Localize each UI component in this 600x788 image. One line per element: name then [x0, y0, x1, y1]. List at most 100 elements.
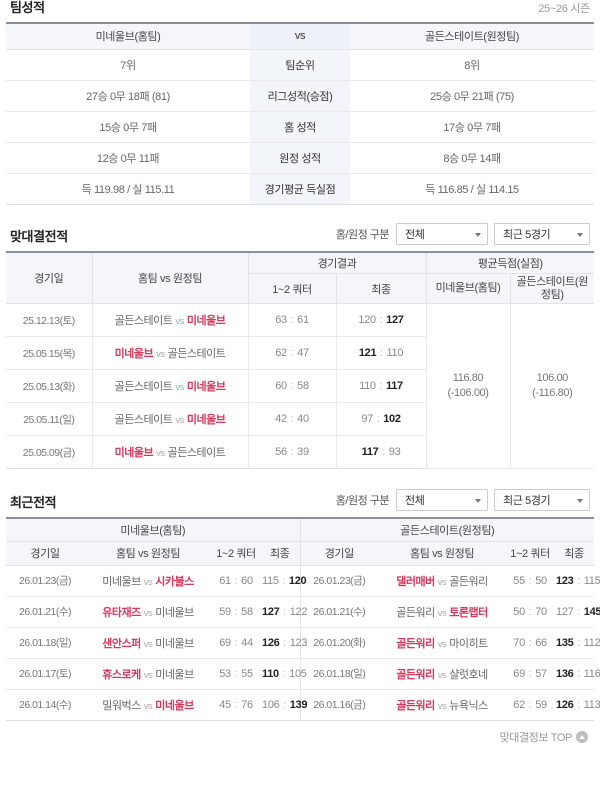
- table-row[interactable]: 25.05.09(금) 미네울브 vs 골든스테이트 56 : 39 117 : 93: [6, 435, 594, 469]
- quarter-score-cell: 53 : 55: [212, 658, 260, 690]
- match-date: 26.01.23(금): [6, 565, 84, 597]
- score-separator: :: [525, 605, 535, 618]
- vs-label: vs: [143, 607, 153, 619]
- score-separator: :: [287, 413, 297, 425]
- table-row[interactable]: 25.12.13(토) 골든스테이트 vs 미네울브 63 : 61 120 : 127 1…: [6, 303, 595, 469]
- score-separator: :: [231, 667, 241, 680]
- header-final-left: 최종: [260, 541, 301, 566]
- match-date: 26.01.16(금): [299, 689, 379, 721]
- h2h-filter-label: 홈/원정 구분: [335, 228, 390, 241]
- table-row: 7위 팀순위 8위: [6, 49, 594, 81]
- vs-label: vs: [437, 607, 447, 619]
- final-score-cell: 115 : 120: [260, 565, 307, 597]
- final-score-cell: 126 : 113: [554, 689, 600, 721]
- away-stat-value: 25승 0무 21패 (75): [350, 80, 594, 112]
- score-separator: :: [379, 446, 388, 458]
- table-row[interactable]: 25.05.11(일) 골든스테이트 vs 미네울브 42 : 40 97 : 102: [6, 402, 594, 436]
- score-away: 102: [383, 413, 401, 425]
- header-quarter-left: 1~2 쿼터: [212, 541, 260, 566]
- score-separator: :: [525, 667, 535, 680]
- header-home-team: 미네울브(홈팀): [6, 22, 250, 50]
- table-row[interactable]: 26.01.21(수) 유타재즈 vs 미네울브 59 : 58 127 : 122 26.…: [6, 596, 600, 628]
- score-home: 56: [275, 446, 287, 458]
- vs-label: vs: [175, 382, 184, 393]
- away-team-name: 미네울브: [155, 668, 194, 681]
- table-row: 12승 0무 11패 원정 성적 8승 0무 14패: [6, 142, 594, 174]
- score-away: 70: [535, 605, 547, 618]
- score-separator: :: [280, 636, 289, 649]
- header-quarter: 1~2 쿼터: [247, 273, 336, 304]
- score-home: 127: [556, 605, 574, 618]
- header-date-left: 경기일: [6, 541, 84, 566]
- final-score-cell: 97 : 102: [335, 402, 427, 436]
- h2h-range-select[interactable]: 최근 5경기: [494, 222, 590, 245]
- quarter-score-cell: 62 : 59: [506, 689, 555, 721]
- score-home: 136: [556, 667, 574, 680]
- team-stats-title: 팀성적: [10, 0, 45, 15]
- vs-label: vs: [143, 576, 153, 588]
- away-team-name: 골든스테이트: [167, 447, 226, 459]
- back-to-top-link[interactable]: 맞대결정보 TOP: [499, 731, 573, 744]
- score-separator: :: [525, 636, 535, 649]
- score-away: 57: [535, 667, 547, 680]
- home-team-name: 휴스로케: [102, 668, 141, 681]
- score-away: 115: [583, 574, 600, 587]
- score-separator: :: [574, 574, 583, 587]
- away-team-name: 미네울브: [155, 637, 194, 650]
- recent-header: 최근전적 홈/원정 구분 전체 최근 5경기: [6, 489, 594, 517]
- score-away: 117: [386, 380, 403, 392]
- table-row[interactable]: 26.01.14(수) 밀워벅스 vs 미네울브 45 : 76 106 : 139 26.…: [6, 689, 600, 721]
- match-cell: 밀워벅스 vs 미네울브: [84, 689, 212, 721]
- avg-home-cell: 116.80 (-106.00): [425, 303, 511, 469]
- match-cell: 미네울브 vs 시카불스: [84, 565, 212, 597]
- h2h-homeaway-select[interactable]: 전체: [396, 222, 488, 245]
- quarter-score-cell: 45 : 76: [212, 689, 260, 721]
- away-team-name: 미네울브: [155, 606, 194, 619]
- score-away: 76: [241, 698, 253, 711]
- table-row[interactable]: 26.01.17(토) 휴스로케 vs 미네울브 53 : 55 110 : 105 26.…: [6, 658, 600, 690]
- match-date: 25.12.13(토): [6, 303, 92, 337]
- score-separator: :: [574, 605, 583, 618]
- chevron-down-icon: [577, 499, 583, 503]
- final-score-cell: 135 : 112: [554, 627, 600, 659]
- h2h-header: 맞대결전적 홈/원정 구분 전체 최근 5경기: [6, 222, 594, 251]
- score-separator: :: [287, 347, 297, 359]
- home-team-name: 골든스테이트: [114, 414, 173, 426]
- header-avg-group: 평균득점(실점): [425, 250, 595, 274]
- away-stat-value: 8위: [350, 49, 594, 81]
- score-home: 106: [262, 698, 280, 711]
- score-away: 145: [583, 605, 600, 618]
- header-away-team: 골든스테이트(원정팀): [350, 22, 594, 50]
- away-team-name: 샬럿호네: [449, 668, 488, 681]
- match-cell: 골든스테이트 vs 미네울브: [91, 369, 248, 403]
- recent-filter-label: 홈/원정 구분: [335, 495, 390, 507]
- header-group-left: 미네울브(홈팀): [6, 517, 301, 542]
- score-away: 47: [297, 347, 309, 359]
- quarter-score-cell: 63 : 61: [247, 303, 336, 337]
- quarter-score-cell: 70 : 66: [506, 627, 555, 659]
- vs-label: vs: [437, 576, 447, 588]
- match-cell: 골든스테이트 vs 미네울브: [91, 402, 248, 436]
- table-header-row-sub: 1~2 쿼터 최종 미네울브(홈팀) 골든스테이트(원정팀): [6, 273, 595, 304]
- avg-sub: (-106.00): [447, 387, 489, 399]
- score-away: 60: [241, 574, 253, 587]
- table-row[interactable]: 26.01.18(일) 샌안스퍼 vs 미네울브 69 : 44 126 : 123 26.…: [6, 627, 600, 659]
- recent-range-select[interactable]: 최근 5경기: [494, 489, 590, 511]
- home-team-name: 샌안스퍼: [102, 637, 141, 650]
- table-row[interactable]: 25.05.15(목) 미네울브 vs 골든스테이트 62 : 47 121 : 110: [6, 336, 594, 370]
- final-score-cell: 126 : 123: [260, 627, 307, 659]
- score-home: 110: [359, 380, 376, 392]
- match-date: 26.01.17(토): [6, 658, 84, 690]
- score-separator: :: [574, 667, 583, 680]
- circle-arrow-up-icon[interactable]: [576, 730, 588, 743]
- table-row[interactable]: 25.05.13(화) 골든스테이트 vs 미네울브 60 : 58 110 : 117: [6, 369, 594, 403]
- table-row[interactable]: 26.01.23(금) 미네울브 vs 시카불스 61 : 60 115 : 120 26.…: [6, 565, 600, 597]
- score-separator: :: [231, 574, 241, 587]
- quarter-score-cell: 62 : 47: [247, 336, 336, 370]
- quarter-score-cell: 59 : 58: [212, 596, 260, 628]
- quarter-score-cell: 69 : 44: [212, 627, 260, 659]
- match-cell: 골든워리 vs 샬럿호네: [378, 658, 507, 690]
- recent-homeaway-select[interactable]: 전체: [396, 489, 488, 511]
- score-separator: :: [525, 698, 535, 711]
- away-stat-value: 17승 0무 7패: [350, 111, 594, 143]
